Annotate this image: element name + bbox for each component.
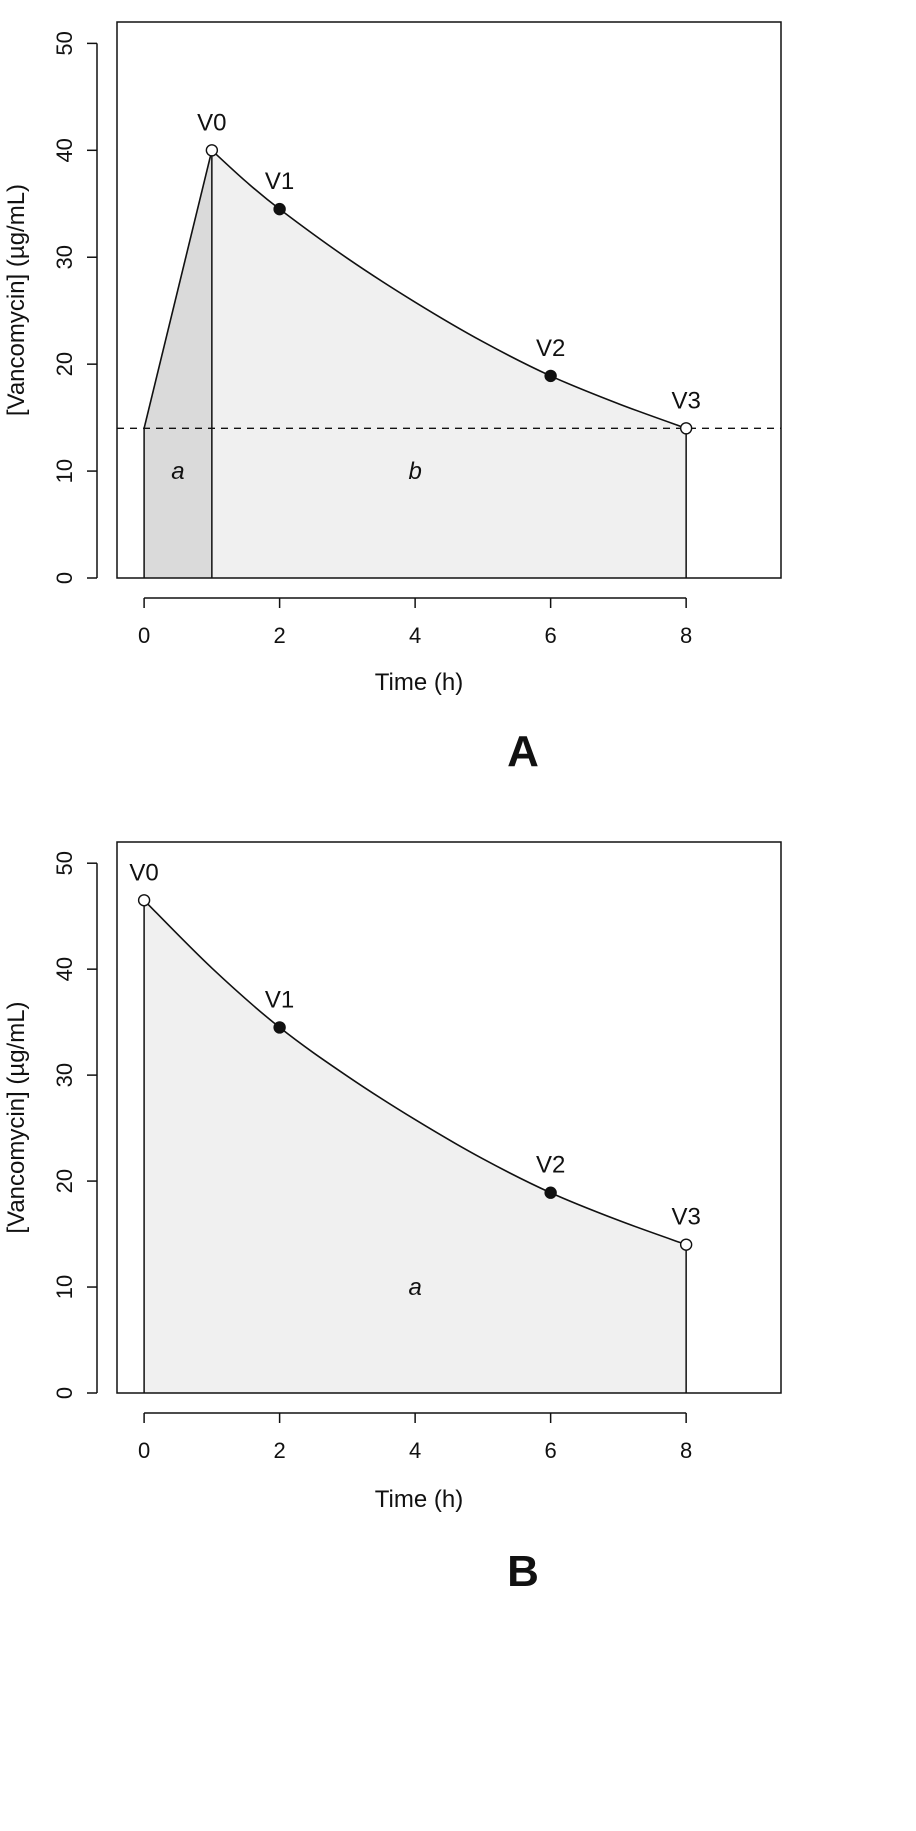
x-tick-label: 0: [138, 623, 150, 648]
y-tick-label: 10: [52, 459, 77, 483]
y-tick-label: 40: [52, 138, 77, 162]
point-label-v0: V0: [197, 109, 226, 136]
x-tick-label: 4: [409, 623, 421, 648]
y-tick-label: 0: [52, 1387, 77, 1399]
region-label-a: a: [408, 1274, 421, 1301]
point-label-v1: V1: [265, 986, 294, 1013]
x-tick-label: 2: [273, 1438, 285, 1463]
concentration-curve: [143, 899, 687, 1246]
region-a-fill: [144, 900, 687, 1393]
x-axis-title: Time (h): [375, 1486, 463, 1513]
point-v0: [137, 894, 151, 907]
point-v2: [544, 369, 557, 383]
x-axis-title: Time (h): [375, 669, 463, 696]
y-axis: 0 10 20 30 40 50: [52, 31, 98, 584]
region-label-b: b: [408, 458, 421, 485]
point-v3: [679, 1238, 693, 1251]
region-a-fill: [144, 150, 212, 578]
y-tick-label: 40: [52, 957, 77, 981]
point-label-v3: V3: [671, 387, 700, 414]
point-v2: [544, 1186, 557, 1199]
x-tick-label: 8: [680, 1438, 692, 1463]
y-tick-label: 0: [52, 572, 77, 584]
x-tick-label: 4: [409, 1438, 421, 1463]
point-label-v0: V0: [129, 859, 158, 886]
point-v1: [273, 1021, 286, 1034]
point-label-v2: V2: [536, 335, 565, 362]
y-tick-label: 50: [52, 31, 77, 55]
y-tick-label: 20: [52, 1169, 77, 1193]
point-v0: [205, 144, 219, 157]
x-tick-label: 0: [138, 1438, 150, 1463]
plot-frame: [116, 841, 782, 1394]
point-v1: [273, 202, 286, 216]
concentration-curve: [211, 149, 687, 430]
panel-a: a b V0 V1 V2 V3 0 2 4 6 8 Time (h) 0 10 20 30 40 50 [Vanco…: [3, 21, 782, 776]
y-axis-title: [Vancomycin] (µg/mL): [3, 1001, 30, 1233]
plot-frame: [116, 21, 782, 579]
x-axis: 0 2 4 6 8: [138, 597, 692, 648]
x-axis: 0 2 4 6 8: [138, 1412, 692, 1463]
x-tick-label: 6: [545, 623, 557, 648]
y-tick-label: 10: [52, 1275, 77, 1299]
x-tick-label: 6: [545, 1438, 557, 1463]
region-label-a: a: [171, 458, 184, 485]
x-tick-label: 2: [273, 623, 285, 648]
region-b-fill: [211, 150, 687, 578]
y-tick-label: 20: [52, 352, 77, 376]
point-label-v2: V2: [536, 1152, 565, 1179]
y-axis-title: [Vancomycin] (µg/mL): [3, 184, 30, 416]
panel-label: A: [507, 727, 539, 776]
y-tick-label: 50: [52, 851, 77, 875]
point-label-v3: V3: [671, 1204, 700, 1231]
panel-label: B: [507, 1547, 539, 1596]
point-label-v1: V1: [265, 168, 294, 195]
point-v3: [679, 422, 693, 435]
x-tick-label: 8: [680, 623, 692, 648]
panel-b: a V0 V1 V2 V3 0 2 4 6 8 Time (h) 0 10 20 30 40 50 [Vancom…: [3, 841, 782, 1596]
y-tick-label: 30: [52, 245, 77, 269]
y-tick-label: 30: [52, 1063, 77, 1087]
concentration-curve: [143, 150, 213, 429]
y-axis: 0 10 20 30 40 50: [52, 851, 98, 1399]
